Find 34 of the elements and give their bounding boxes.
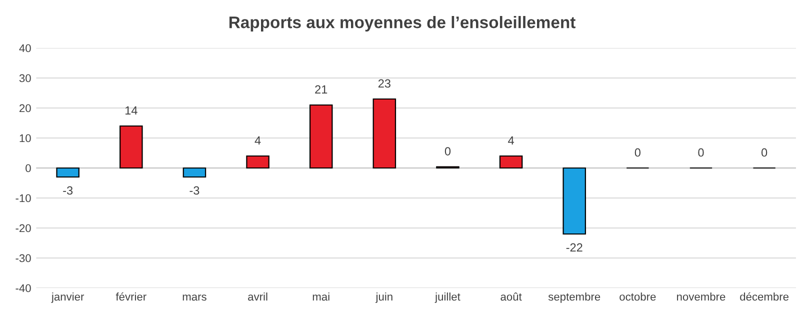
x-tick-label: juillet — [434, 292, 460, 303]
x-tick-label: janvier — [51, 292, 84, 303]
data-label: 4 — [508, 136, 514, 145]
data-label: 21 — [315, 85, 328, 94]
x-tick-label: mars — [182, 294, 206, 301]
x-tick-label: octobre — [620, 292, 656, 301]
y-tick-label: 0 — [26, 164, 31, 172]
x-tick-label: août — [500, 292, 522, 301]
x-tick-label: juin — [375, 292, 392, 303]
x-tick-label: avril — [248, 292, 268, 301]
x-tick-label: février — [116, 292, 146, 301]
x-tick-label: mai — [312, 292, 330, 301]
y-tick-label: 10 — [20, 134, 31, 142]
y-tick-label: -10 — [16, 194, 31, 202]
data-label: -22 — [566, 243, 582, 252]
y-tick-label: 40 — [19, 44, 31, 52]
x-tick-label: septembre — [548, 292, 600, 303]
data-label: -3 — [190, 186, 200, 195]
data-label: -3 — [63, 186, 73, 195]
data-label: 0 — [444, 147, 451, 156]
y-tick-label: 30 — [19, 74, 31, 82]
data-label: 14 — [125, 106, 138, 115]
y-tick-label: -20 — [16, 224, 31, 232]
y-tick-label: -30 — [16, 254, 31, 262]
data-label: 0 — [634, 148, 640, 157]
data-label: 4 — [254, 136, 261, 145]
chart-title: Rapports aux moyennes de l’ensoleillement — [229, 16, 576, 32]
data-label: 0 — [698, 148, 704, 157]
x-tick-label: novembre — [677, 292, 726, 301]
data-label: 23 — [378, 79, 390, 88]
data-label: 0 — [761, 148, 768, 157]
y-tick-label: 20 — [20, 104, 31, 112]
y-tick-label: -40 — [16, 284, 31, 292]
x-tick-label: décembre — [740, 292, 789, 301]
